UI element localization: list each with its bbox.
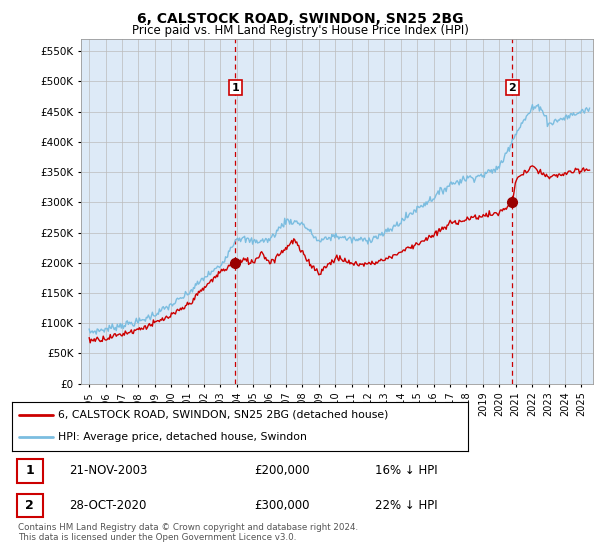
FancyBboxPatch shape: [17, 494, 43, 517]
Text: £300,000: £300,000: [254, 499, 310, 512]
Text: £200,000: £200,000: [254, 464, 310, 478]
Text: 16% ↓ HPI: 16% ↓ HPI: [375, 464, 437, 478]
Text: Contains HM Land Registry data © Crown copyright and database right 2024.
This d: Contains HM Land Registry data © Crown c…: [18, 523, 358, 543]
Text: HPI: Average price, detached house, Swindon: HPI: Average price, detached house, Swin…: [58, 432, 307, 442]
FancyBboxPatch shape: [17, 459, 43, 483]
Text: 2: 2: [509, 82, 516, 92]
Text: 1: 1: [25, 464, 34, 478]
Text: 6, CALSTOCK ROAD, SWINDON, SN25 2BG: 6, CALSTOCK ROAD, SWINDON, SN25 2BG: [137, 12, 463, 26]
Text: 21-NOV-2003: 21-NOV-2003: [70, 464, 148, 478]
Text: 2: 2: [25, 499, 34, 512]
Text: 1: 1: [232, 82, 239, 92]
Text: 6, CALSTOCK ROAD, SWINDON, SN25 2BG (detached house): 6, CALSTOCK ROAD, SWINDON, SN25 2BG (det…: [58, 410, 388, 420]
Text: 22% ↓ HPI: 22% ↓ HPI: [375, 499, 437, 512]
Text: Price paid vs. HM Land Registry's House Price Index (HPI): Price paid vs. HM Land Registry's House …: [131, 24, 469, 36]
Text: 28-OCT-2020: 28-OCT-2020: [70, 499, 147, 512]
